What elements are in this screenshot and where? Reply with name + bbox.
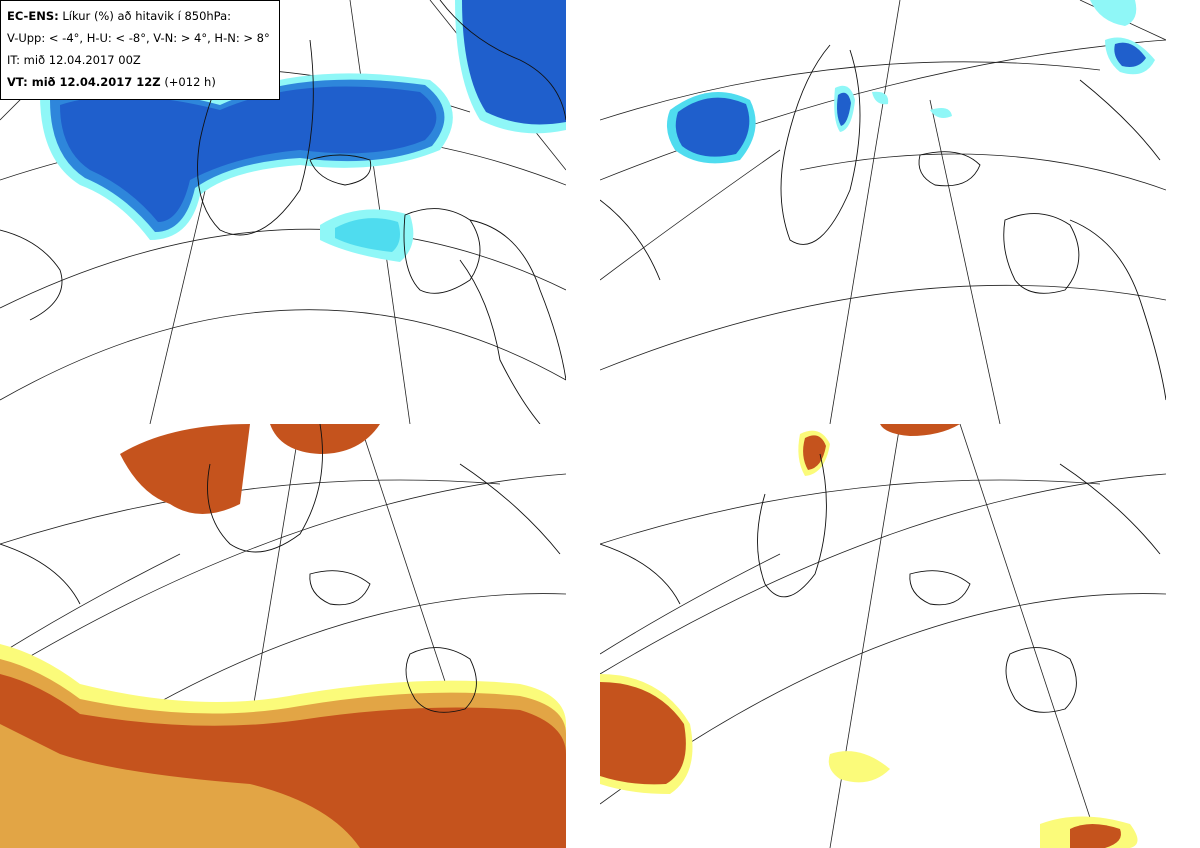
legend-box: EC-ENS: Líkur (%) að hitavik í 850hPa: V… [0, 0, 280, 100]
legend-valid-time: VT: mið 12.04.2017 12Z (+012 h) [7, 75, 216, 89]
map-panel-bottom-right: 100 95 65 35 5 [600, 424, 1166, 848]
map-panel-top-left: 100 95 65 35 5 EC-ENS: Líkur (%) að hita… [0, 0, 566, 424]
map-svg [0, 424, 566, 848]
map-svg [600, 0, 1166, 424]
probability-areas [600, 424, 1138, 848]
coastlines [600, 453, 1161, 713]
probability-areas [0, 424, 566, 848]
graticule [600, 424, 1166, 848]
coastlines [600, 44, 1166, 401]
graticule [600, 0, 1166, 424]
coastlines [0, 0, 566, 424]
legend-issue-time: IT: mið 12.04.2017 00Z [7, 53, 141, 67]
map-panel-top-right: 100 95 65 35 5 [600, 0, 1166, 424]
coastlines [0, 424, 561, 713]
map-panel-bottom-left: 100 95 65 35 5 [0, 424, 566, 848]
legend-criteria: V-Upp: < -4°, H-U: < -8°, V-N: > 4°, H-N… [7, 31, 270, 45]
map-svg [0, 0, 566, 424]
graticule [0, 424, 566, 848]
legend-title: EC-ENS: Líkur (%) að hitavik í 850hPa: [7, 9, 232, 23]
probability-areas [666, 0, 1155, 164]
map-svg [600, 424, 1166, 848]
probability-areas [40, 0, 566, 262]
